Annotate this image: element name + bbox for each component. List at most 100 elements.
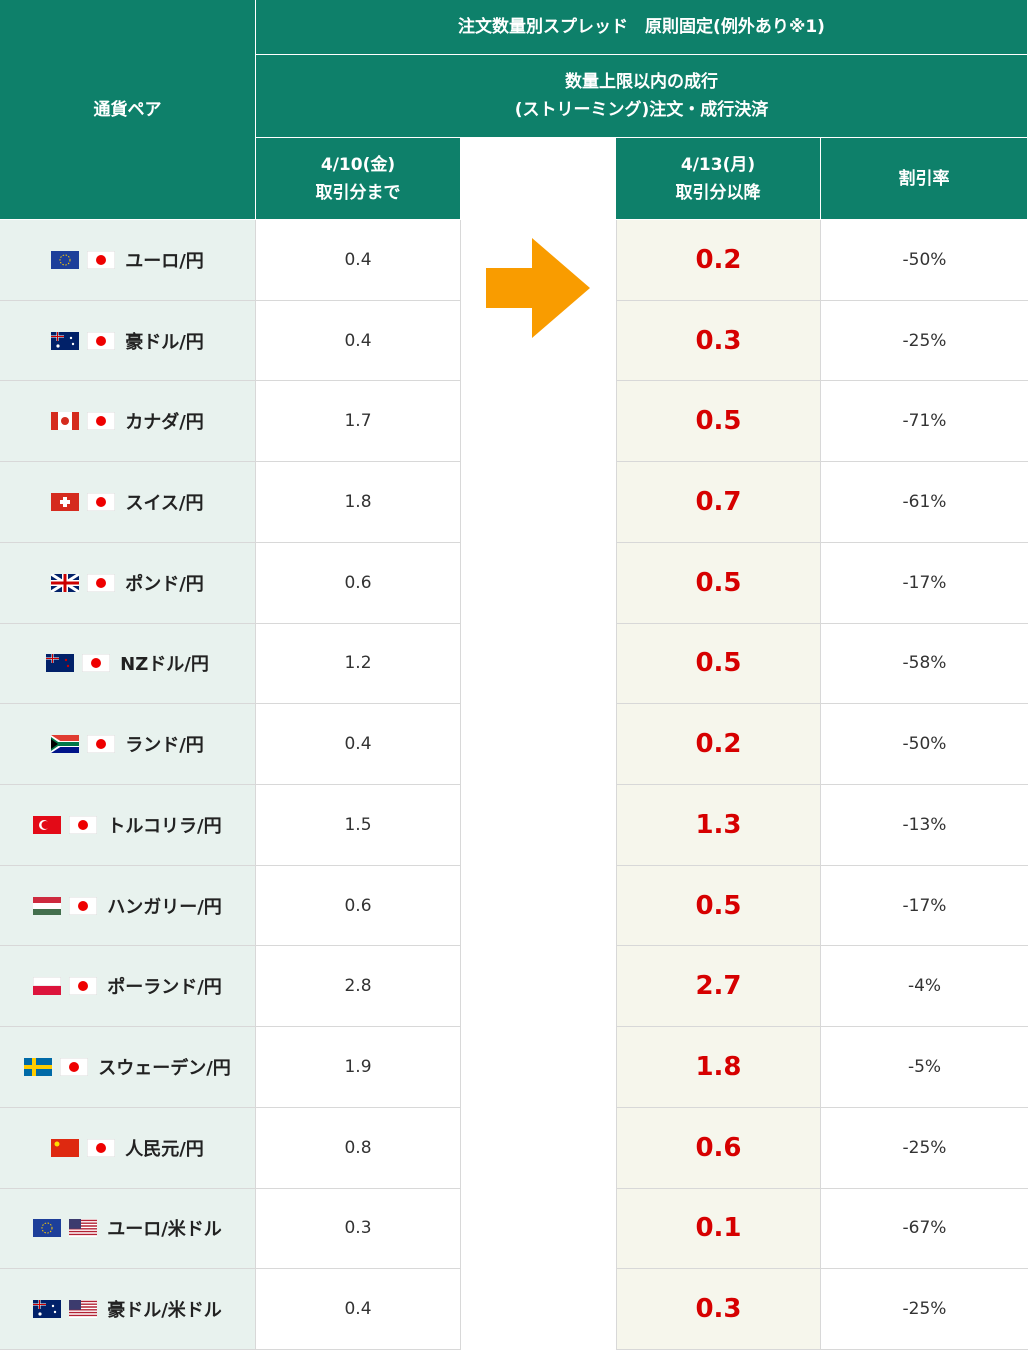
rate-cell: -25% (821, 1269, 1028, 1350)
after-cell: 0.5 (616, 623, 821, 705)
flag-icon (33, 1219, 62, 1238)
flags (24, 1057, 89, 1076)
flag-icon (69, 1300, 98, 1319)
pair-cell: ユーロ/米ドル (0, 1188, 256, 1270)
before-cell: 0.6 (256, 865, 461, 947)
header-pair: 通貨ペア (0, 0, 256, 220)
pair-cell: カナダ/円 (0, 381, 256, 463)
rate-cell: -67% (821, 1189, 1028, 1270)
flag-icon (51, 250, 80, 269)
before-cell: 0.4 (256, 220, 461, 301)
flag-icon (87, 492, 116, 511)
pair-cell: 豪ドル/米ドル (0, 1269, 256, 1350)
flag-icon (51, 573, 80, 592)
flag-icon (24, 1057, 53, 1076)
flag-icon (87, 250, 116, 269)
pair-name: ポンド/円 (125, 573, 204, 595)
flags (33, 815, 98, 834)
rate-cell: -58% (821, 624, 1028, 705)
pair-cell: 豪ドル/円 (0, 300, 256, 382)
after-cell: 2.7 (616, 946, 821, 1028)
after-cell: 0.7 (616, 462, 821, 543)
flags (51, 412, 116, 431)
rate-cell: -13% (821, 785, 1028, 866)
rate-cell: -61% (821, 462, 1028, 543)
pair-name: トルコリラ/円 (107, 815, 222, 837)
after-cell: 1.8 (616, 1027, 821, 1108)
flags (51, 250, 116, 269)
before-cell: 1.9 (256, 1027, 461, 1108)
flag-icon (60, 1057, 89, 1076)
pair-cell: ポンド/円 (0, 542, 256, 624)
flag-icon (51, 1138, 80, 1157)
before-cell: 0.8 (256, 1107, 461, 1189)
flags (46, 654, 111, 673)
before-cell: 0.4 (256, 1269, 461, 1350)
flags (33, 977, 98, 996)
pair-name: ユーロ/米ドル (107, 1219, 222, 1241)
before-cell: 0.4 (256, 300, 461, 382)
pair-cell: ユーロ/円 (0, 220, 256, 301)
rate-cell: -4% (821, 946, 1028, 1028)
after-cell: 0.1 (616, 1188, 821, 1270)
before-cell: 0.4 (256, 704, 461, 785)
before-cell: 0.3 (256, 1188, 461, 1270)
before-cell: 1.8 (256, 462, 461, 543)
after-cell: 0.3 (616, 300, 821, 382)
pair-name: ユーロ/円 (125, 250, 204, 272)
rate-cell: -5% (821, 1027, 1028, 1108)
flag-icon (33, 896, 62, 915)
before-cell: 0.6 (256, 542, 461, 624)
flag-icon (87, 1138, 116, 1157)
arrow-shape (486, 238, 590, 338)
flag-icon (82, 654, 111, 673)
pair-cell: NZドル/円 (0, 623, 256, 705)
pair-name: ランド/円 (125, 735, 204, 757)
pair-cell: トルコリラ/円 (0, 785, 256, 866)
flag-icon (87, 573, 116, 592)
pair-name: ポーランド/円 (107, 977, 222, 999)
flags (51, 573, 116, 592)
rate-cell: -71% (821, 381, 1028, 463)
flags (51, 1138, 116, 1157)
flag-icon (87, 331, 116, 350)
flags (51, 735, 116, 754)
flag-icon (33, 977, 62, 996)
after-cell: 0.5 (616, 865, 821, 947)
pair-cell: スイス/円 (0, 462, 256, 543)
pair-name: スイス/円 (125, 492, 204, 514)
flags (33, 1300, 98, 1319)
flags (33, 1219, 98, 1238)
pair-name: スウェーデン/円 (98, 1057, 231, 1079)
pair-name: カナダ/円 (125, 412, 204, 434)
pair-cell: ハンガリー/円 (0, 865, 256, 947)
pair-cell: ポーランド/円 (0, 946, 256, 1028)
header-rate: 割引率 (821, 138, 1028, 220)
header-title: 注文数量別スプレッド 原則固定(例外あり※1) (256, 0, 1028, 55)
rate-cell: -25% (821, 301, 1028, 382)
flags (33, 896, 98, 915)
after-cell: 0.5 (616, 381, 821, 463)
pair-name: 豪ドル/円 (125, 331, 204, 353)
pair-name: 豪ドル/米ドル (107, 1300, 222, 1322)
after-cell: 0.6 (616, 1107, 821, 1189)
header-before: 4/10(金) 取引分まで (256, 138, 461, 220)
flag-icon (51, 412, 80, 431)
flag-icon (33, 815, 62, 834)
after-cell: 0.3 (616, 1269, 821, 1350)
after-cell: 0.5 (616, 542, 821, 624)
rate-cell: -17% (821, 543, 1028, 624)
flag-icon (69, 1219, 98, 1238)
flag-icon (69, 896, 98, 915)
flag-icon (69, 977, 98, 996)
pair-name: NZドル/円 (120, 654, 209, 676)
after-cell: 0.2 (616, 704, 821, 785)
rate-cell: -17% (821, 866, 1028, 947)
pair-cell: ランド/円 (0, 704, 256, 785)
flag-icon (87, 412, 116, 431)
rate-cell: -50% (821, 220, 1028, 301)
flag-icon (51, 735, 80, 754)
flag-icon (87, 735, 116, 754)
header-after: 4/13(月) 取引分以降 (616, 138, 821, 220)
